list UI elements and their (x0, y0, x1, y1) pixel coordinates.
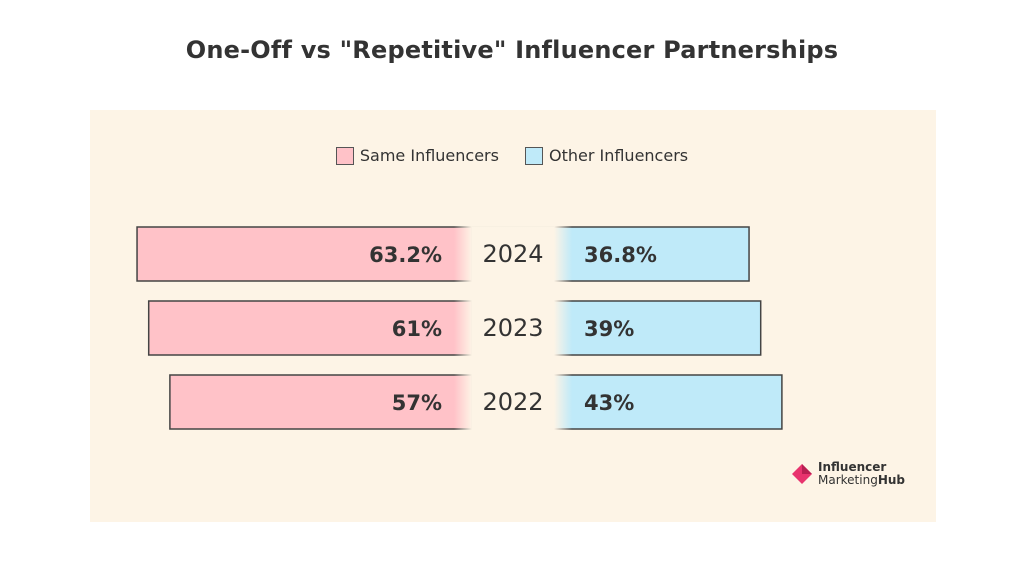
center-fade-right (554, 195, 572, 465)
value-label-same-2023: 61% (392, 317, 442, 341)
value-label-same-2024: 63.2% (369, 243, 442, 267)
legend-item-other: Other Influencers (524, 146, 689, 165)
center-fade-left (454, 195, 472, 465)
legend-label-other: Other Influencers (548, 146, 689, 165)
legend-label-same: Same Influencers (359, 146, 499, 165)
center-strip-layer (454, 195, 572, 465)
logo-text: Influencer MarketingHub (818, 461, 905, 486)
chart-title: One-Off vs "Repetitive" Influencer Partn… (185, 36, 839, 64)
value-label-other-2022: 43% (584, 391, 634, 415)
value-label-other-2024: 36.8% (584, 243, 657, 267)
legend-item-same: Same Influencers (335, 146, 499, 165)
logo-line1: Influencer (818, 460, 887, 474)
logo-line2: MarketingHub (818, 472, 905, 487)
logo-line2b: Hub (877, 472, 905, 487)
value-label-other-2023: 39% (584, 317, 634, 341)
brand-logo: Influencer MarketingHub (790, 461, 905, 486)
legend: Same Influencers Other Influencers (0, 146, 1024, 165)
year-label-2022: 2022 (482, 388, 543, 416)
legend-swatch-same (335, 146, 354, 165)
logo-diamond-icon (792, 463, 812, 484)
labels-layer: 2024 63.2% 36.8% 2023 61% 39% 2022 57% 43% (369, 240, 657, 416)
year-label-2023: 2023 (482, 314, 543, 342)
value-label-same-2022: 57% (392, 391, 442, 415)
year-label-2024: 2024 (482, 240, 543, 268)
legend-swatch-other (524, 146, 543, 165)
logo-line2a: Marketing (818, 472, 878, 487)
center-strip (472, 195, 554, 465)
